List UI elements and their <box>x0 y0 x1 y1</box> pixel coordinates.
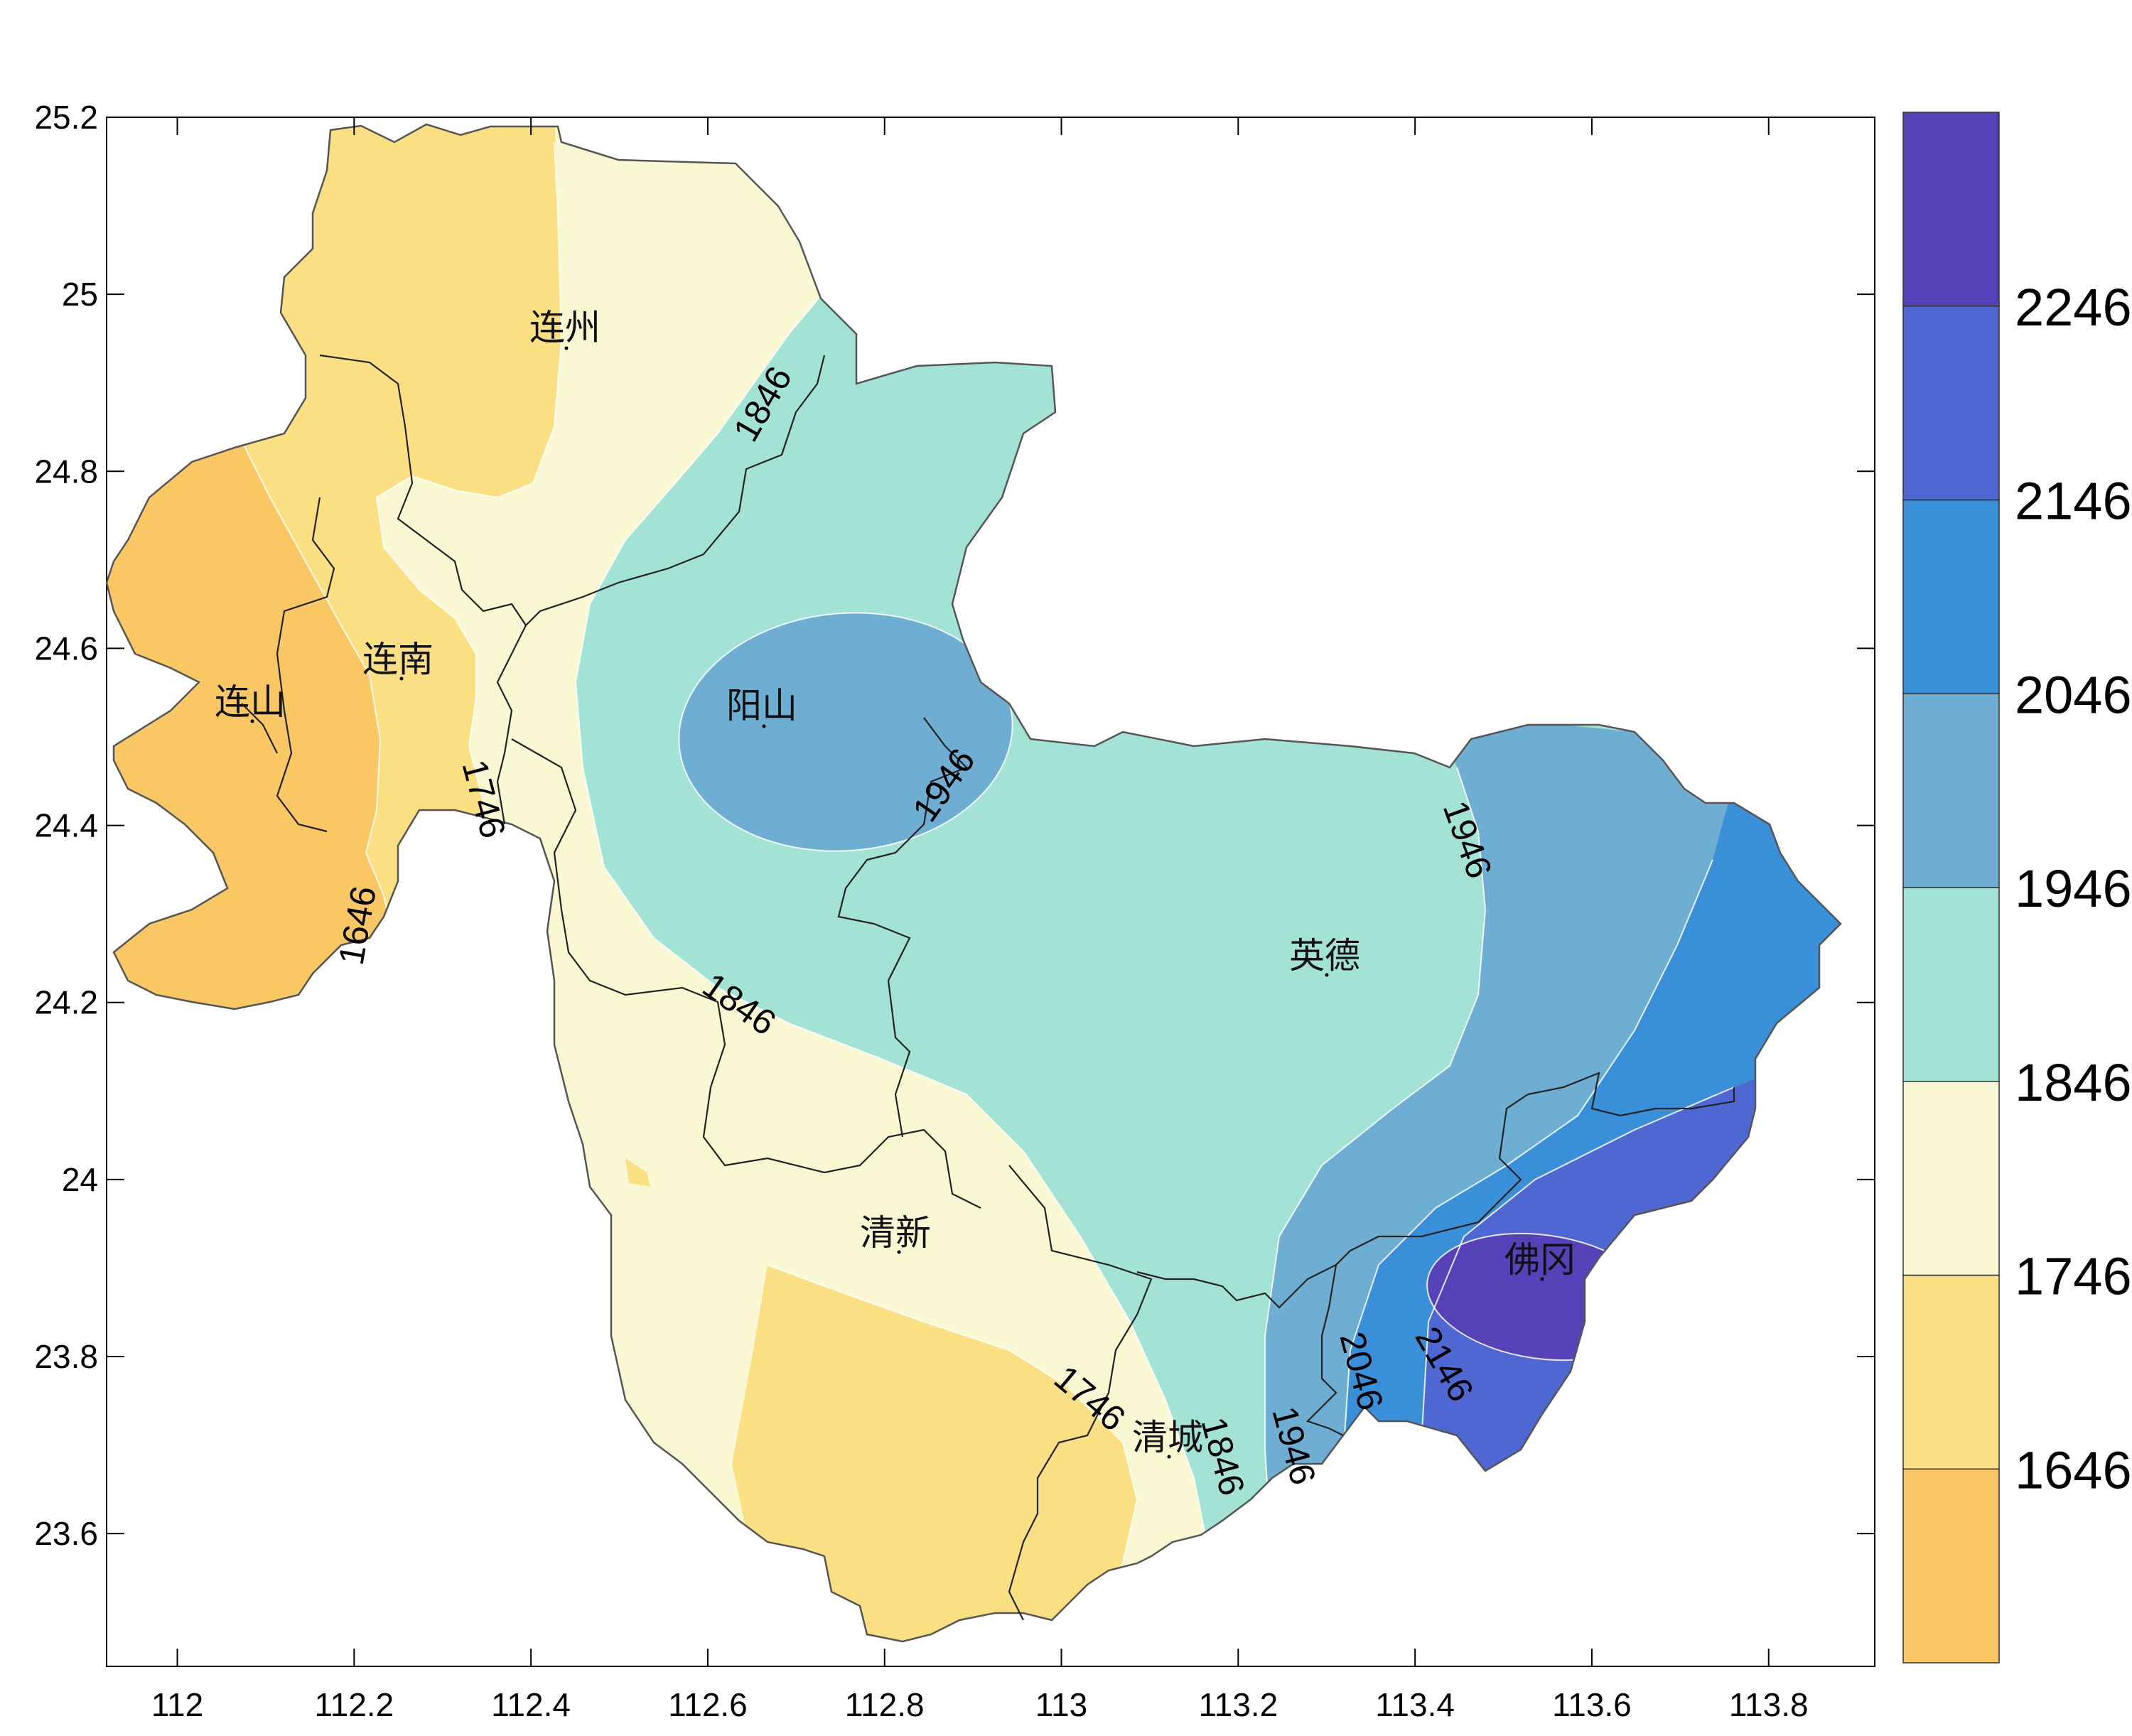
county-boundaries <box>241 354 1735 1621</box>
x-tick-label: 113.4 <box>1375 1686 1455 1723</box>
city-label-qingcheng: 清城 <box>1132 1417 1203 1458</box>
city-label-liannan: 连南 <box>362 639 434 680</box>
y-tick-label: 24.8 <box>34 453 98 490</box>
colorbar-label: 2246 <box>2015 278 2132 337</box>
isohyet-1746-north-line <box>375 141 563 853</box>
band-1646-speck <box>625 1158 650 1187</box>
colorbar-swatch <box>1902 693 2000 888</box>
x-tick-label: 112.4 <box>491 1686 571 1723</box>
x-tick-label: 113.8 <box>1729 1686 1809 1723</box>
x-tick-label: 113 <box>1035 1686 1087 1723</box>
band-1646-south <box>732 1265 1137 1641</box>
boundary-lianshan-west <box>241 703 278 754</box>
y-axis: 25.2 25 24.8 24.6 24.4 24.2 24 23.8 23.6 <box>34 99 1875 1552</box>
colorbar-swatch <box>1902 1274 2000 1470</box>
city-dot-yangshan <box>762 724 766 728</box>
city-label-fogang: 佛冈 <box>1504 1239 1576 1281</box>
boundary-yangshan-yingde <box>837 717 968 1138</box>
boundary-qingxin-qingcheng <box>1008 1165 1153 1621</box>
y-tick-label: 24 <box>62 1161 98 1198</box>
colorbar-legend: 1646 1746 1846 1946 2046 2146 2246 <box>1902 112 2132 1664</box>
city-dot-lianshan <box>250 719 254 723</box>
city-label-lianzhou: 连州 <box>529 307 601 348</box>
x-tick-label: 113.2 <box>1198 1686 1278 1723</box>
isohyet-1846-line <box>574 291 1223 1635</box>
boundary-lianzhou-liannan <box>319 354 527 825</box>
colorbar-swatch <box>1902 887 2000 1082</box>
region-outline <box>105 123 1842 1643</box>
x-tick-label: 112.6 <box>668 1686 748 1723</box>
isohyet-1946-line <box>1264 767 1487 1564</box>
x-tick-label: 112 <box>151 1686 203 1723</box>
colorbar-label: 1746 <box>2015 1247 2132 1306</box>
y-tick-label: 24.4 <box>34 807 98 844</box>
city-dot-liannan <box>399 676 404 681</box>
boundary-fogang-yingde <box>1449 1072 1735 1231</box>
colorbar-swatch <box>1902 112 2000 307</box>
city-label-lianshan: 连山 <box>215 681 286 723</box>
x-tick-label: 112.2 <box>314 1686 394 1723</box>
y-tick-label: 24.2 <box>34 984 98 1021</box>
boundary-liannan-lianshan <box>276 497 335 833</box>
x-tick-label: 113.6 <box>1552 1686 1632 1723</box>
city-label-yangshan: 阳山 <box>726 685 797 726</box>
isohyet-2046-line <box>1335 859 1713 1564</box>
colorbar-label: 2146 <box>2015 472 2132 531</box>
colorbar-swatch <box>1902 499 2000 694</box>
colorbar-swatch <box>1902 1081 2000 1276</box>
y-tick-label: 25 <box>62 276 98 313</box>
city-dot-fogang <box>1540 1277 1544 1281</box>
y-tick-label: 24.6 <box>34 630 98 667</box>
city-label-qingxin: 清新 <box>860 1212 931 1254</box>
city-label-yingde: 英德 <box>1289 935 1360 976</box>
colorbar-label: 2046 <box>2015 665 2132 724</box>
colorbar-swatch <box>1902 306 2000 501</box>
y-tick-label: 23.8 <box>34 1338 98 1375</box>
city-dot-lianzhou <box>564 346 569 350</box>
colorbar-label: 1646 <box>2015 1440 2132 1499</box>
boundary-yangshan-qingxin <box>511 738 981 1209</box>
city-dot-qingxin <box>897 1250 901 1254</box>
city-dot-qingcheng <box>1167 1455 1171 1459</box>
boundary-qingcheng-yingde <box>1136 1228 1450 1309</box>
isohyet-1646-line <box>234 426 395 946</box>
boundary-fogang <box>1305 1264 1344 1436</box>
x-tick-label: 112.8 <box>845 1686 925 1723</box>
colorbar-label: 1846 <box>2015 1053 2132 1112</box>
city-dot-yingde <box>1325 973 1329 977</box>
y-tick-label: 23.6 <box>34 1515 98 1552</box>
isohyet-1946-yangshan-line <box>678 612 1013 852</box>
colorbar-swatch <box>1902 1468 2000 1664</box>
y-tick-label: 25.2 <box>34 99 98 136</box>
colorbar-label: 1946 <box>2015 859 2132 918</box>
boundary-lianzhou-yangshan <box>525 355 826 626</box>
city-labels: 连州 连南 连山 阳山 英德 清新 清城 佛冈 <box>215 307 1576 1459</box>
x-axis: 112 112.2 112.4 112.6 112.8 113 113.2 113.4 113.… <box>151 117 1809 1723</box>
